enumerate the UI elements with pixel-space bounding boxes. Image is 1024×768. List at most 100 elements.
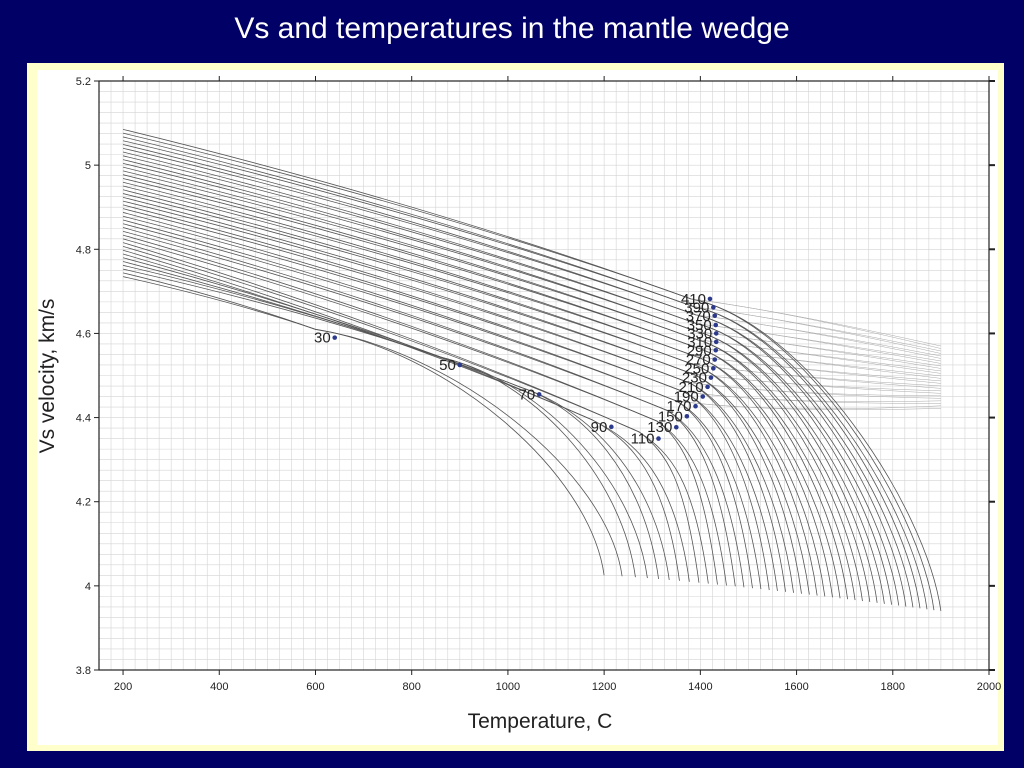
- y-tick-label: 4.6: [76, 328, 91, 340]
- vs-curve: [122, 230, 736, 587]
- vs-curve: [122, 272, 623, 577]
- depth-point: [712, 357, 718, 362]
- depth-point: [656, 436, 661, 441]
- vs-curve: [122, 246, 700, 583]
- y-tick-label: 4.2: [76, 497, 91, 509]
- vs-curve-branch: [695, 356, 941, 382]
- depth-point-label: 350: [687, 317, 712, 334]
- depth-point-label: 150: [658, 408, 683, 425]
- depth-point-label: 50: [439, 357, 456, 374]
- vs-curve: [122, 196, 810, 595]
- vs-curve: [122, 136, 928, 610]
- x-tick-label: 1000: [496, 681, 520, 693]
- x-tick-label: 800: [403, 681, 421, 693]
- x-tick-label: 1600: [784, 681, 808, 693]
- y-tick-label: 3.8: [76, 665, 91, 677]
- depth-point-label: 130: [647, 419, 672, 436]
- vs-curve-branch: [690, 298, 941, 347]
- vs-curve-branch: [694, 306, 941, 352]
- y-axis-title: Vs velocity, km/s: [36, 299, 59, 454]
- y-tick-label: 4: [85, 581, 91, 593]
- vs-curve: [122, 140, 921, 609]
- vs-curve: [122, 219, 762, 590]
- vs-curve: [122, 234, 727, 586]
- depth-point-label: 310: [687, 334, 712, 351]
- depth-point: [705, 384, 710, 390]
- plot-background: [37, 70, 998, 745]
- x-tick-label: 1400: [688, 681, 712, 693]
- tick-labels: 200 400 600 800 1000 1200 1400 1600 1800 2000 3.8 4…: [76, 76, 1002, 693]
- depth-point-label: 170: [667, 398, 692, 415]
- y-tick-label: 4.4: [76, 413, 91, 425]
- vs-curve: [122, 166, 871, 602]
- vs-curve: [122, 276, 605, 576]
- vs-curve: [122, 181, 841, 599]
- x-tick-label: 200: [114, 681, 132, 693]
- vs-curve-branch: [695, 314, 941, 357]
- depth-point-label: 250: [684, 360, 709, 377]
- vs-curve: [122, 128, 942, 612]
- vs-curve: [122, 261, 659, 580]
- depth-point: [713, 339, 719, 345]
- depth-point: [711, 366, 716, 371]
- y-tick-label: 5: [85, 160, 91, 172]
- depth-point: [708, 375, 714, 380]
- depth-points: 30 50 70 90 11013015017019021023025027029031…: [314, 291, 719, 448]
- vs-curve: [122, 162, 878, 603]
- vs-curve-branch: [696, 339, 941, 372]
- depth-point: [332, 335, 338, 340]
- depth-point: [707, 296, 713, 302]
- depth-point: [673, 424, 679, 430]
- x-axis-title: Temperature, C: [468, 710, 613, 733]
- vs-curve: [122, 257, 670, 580]
- depth-point-label: 230: [682, 370, 707, 387]
- y-tick-label: 5.2: [76, 76, 91, 88]
- curve-family: [122, 128, 942, 612]
- vs-curve: [122, 227, 745, 588]
- vs-curve-branch: [696, 323, 941, 362]
- vs-curve: [122, 144, 914, 608]
- plot-border: [98, 80, 990, 671]
- x-tick-label: 600: [306, 681, 324, 693]
- depth-point-label: 410: [681, 291, 706, 308]
- slide-title: Vs and temperatures in the mantle wedge: [234, 12, 790, 45]
- depth-point-label: 30: [314, 330, 331, 347]
- vs-curve: [122, 249, 690, 582]
- vs-curve: [122, 238, 718, 585]
- vs-curve: [122, 174, 856, 601]
- depth-point-label: 290: [687, 342, 712, 359]
- depth-point-label: 390: [684, 299, 709, 316]
- vs-curve-branch: [696, 347, 941, 377]
- x-tick-label: 2000: [977, 681, 1001, 693]
- x-tick-label: 1800: [881, 681, 905, 693]
- vs-curve: [122, 151, 900, 606]
- depth-point: [457, 362, 463, 368]
- depth-point-label: 210: [679, 379, 704, 396]
- vs-curve-branch: [696, 347, 941, 379]
- vs-curve-branch: [688, 382, 941, 397]
- vs-curve-branch: [683, 391, 941, 402]
- depth-point: [693, 403, 698, 409]
- depth-point-label: 270: [686, 352, 711, 369]
- depth-point: [609, 424, 614, 430]
- axes: [94, 76, 995, 675]
- vs-curve: [122, 185, 833, 598]
- depth-point: [712, 313, 718, 319]
- depth-point: [536, 392, 542, 397]
- depth-point: [700, 394, 706, 399]
- vs-curve-branch: [696, 331, 941, 367]
- x-tick-label: 400: [210, 681, 228, 693]
- depth-point-label: 190: [674, 389, 699, 406]
- depth-point: [713, 347, 719, 353]
- vs-curve: [122, 223, 753, 589]
- depth-point: [713, 322, 719, 328]
- depth-point-label: 70: [519, 386, 536, 403]
- vs-curve: [122, 189, 826, 597]
- depth-point: [713, 331, 719, 336]
- vs-curve: [122, 147, 907, 607]
- depth-point-label: 90: [591, 419, 608, 436]
- depth-point: [684, 414, 690, 419]
- x-tick-label: 1200: [592, 681, 616, 693]
- depth-point: [711, 305, 716, 310]
